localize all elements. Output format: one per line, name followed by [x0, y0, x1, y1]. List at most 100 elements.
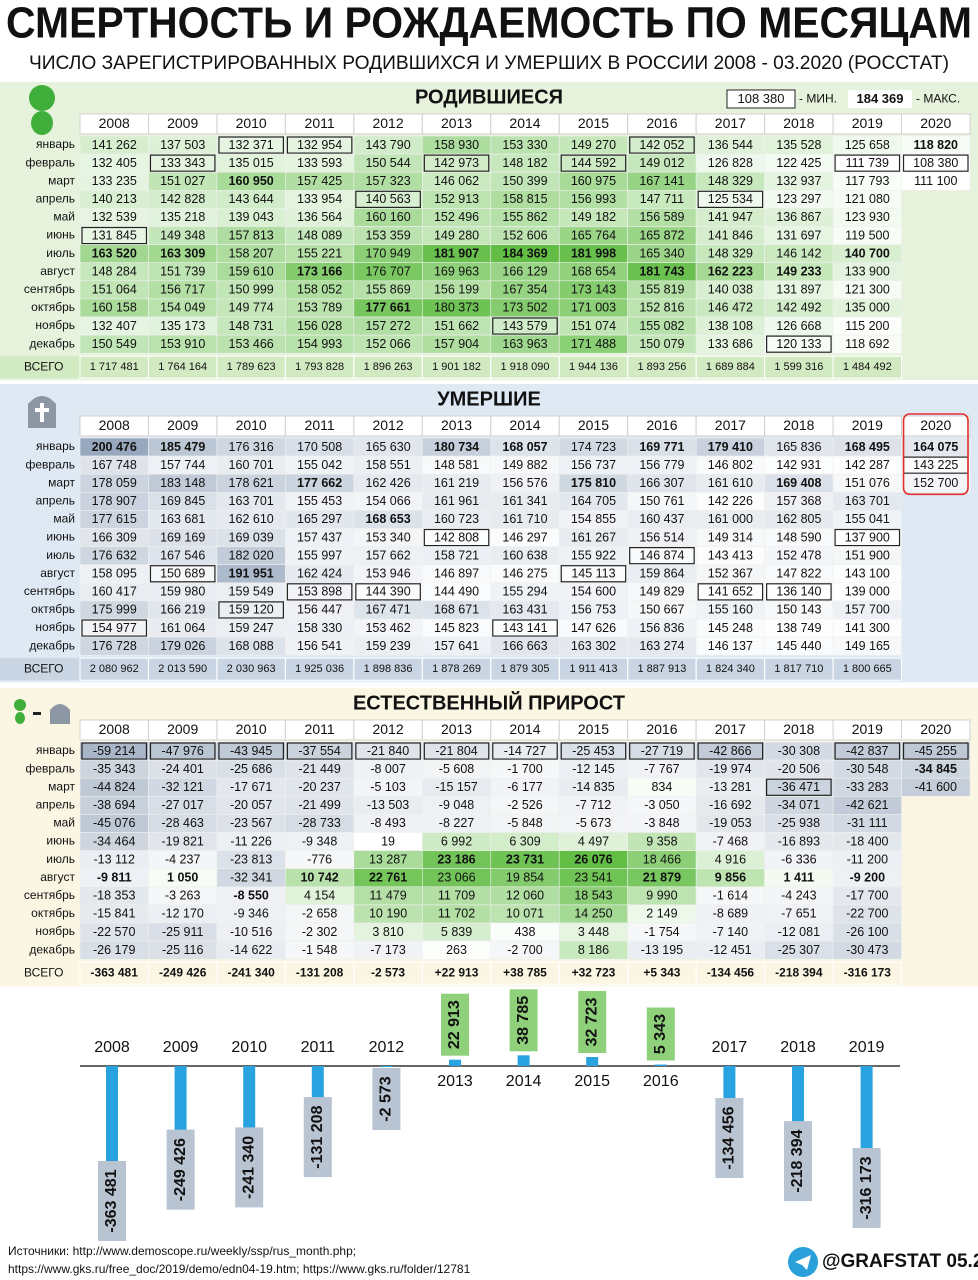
year-label: 2008	[99, 721, 130, 737]
cell-value: -27 719	[641, 744, 683, 758]
cell-value: 154 977	[92, 621, 137, 635]
cell-value: 144 490	[434, 585, 479, 599]
cell-value: 145 823	[434, 621, 479, 635]
bar	[586, 1056, 599, 1066]
cell-value: 22 761	[369, 871, 407, 885]
cell-value: 144 390	[365, 585, 410, 599]
cell-value: -23 813	[230, 852, 272, 866]
cell-value: -36 471	[778, 780, 820, 794]
cell-value: -20 237	[298, 780, 340, 794]
month-label: май	[53, 816, 75, 830]
total-value: 2 030 963	[227, 663, 276, 675]
cell-value: -15 841	[93, 907, 135, 921]
year-label: 2014	[509, 721, 540, 737]
cell-value: 157 904	[434, 337, 479, 351]
cell-value: 4 154	[304, 889, 335, 903]
bar	[723, 1066, 736, 1103]
cell-value: 23 541	[574, 871, 612, 885]
cell-value: 163 274	[639, 639, 684, 653]
cell-value: 149 012	[639, 156, 684, 170]
cell-value: 149 314	[708, 530, 753, 544]
cell-value: -26 179	[93, 943, 135, 957]
cell-value: -12 145	[572, 762, 614, 776]
cell-value: 169 845	[160, 494, 205, 508]
cell-value: 150 549	[92, 337, 137, 351]
cell-value: -42 866	[709, 744, 751, 758]
baby-icon	[14, 699, 26, 711]
cell-value: -16 893	[778, 834, 820, 848]
total-value: +38 785	[503, 965, 547, 979]
cell-value: 167 354	[502, 283, 547, 297]
cell-value: 143 413	[708, 548, 753, 562]
cell-value: 135 015	[229, 156, 274, 170]
cell-value: 159 864	[639, 567, 684, 581]
min-box	[423, 742, 490, 760]
cell-value: -35 343	[93, 762, 135, 776]
category-label: 2016	[643, 1073, 679, 1090]
cell-value: -4 243	[781, 889, 816, 903]
cell-value: 177 615	[92, 512, 137, 526]
cell-value: 168 057	[502, 440, 547, 454]
year-label: 2012	[372, 417, 403, 433]
year-label: 2009	[167, 115, 198, 131]
cell-value: 151 900	[845, 548, 890, 562]
cell-value: 10 190	[369, 907, 407, 921]
year-label: 2010	[236, 417, 267, 433]
cell-value: 155 922	[571, 548, 616, 562]
year-cell	[901, 113, 971, 135]
cell-value: 157 641	[434, 639, 479, 653]
cell-value: 3 810	[372, 925, 403, 939]
cell-value: 154 855	[571, 512, 616, 526]
category-label: 2011	[301, 1039, 336, 1056]
cell-value: -4 237	[165, 852, 200, 866]
month-label: сентябрь	[24, 888, 75, 902]
cell-value: 146 874	[639, 548, 684, 562]
baby-icon	[15, 712, 25, 724]
cell-value: 157 368	[776, 494, 821, 508]
cell-value: 121 300	[845, 283, 890, 297]
cell-value: 171 488	[571, 337, 616, 351]
cell-value: 155 294	[502, 585, 547, 599]
cell-value: 3 448	[578, 925, 609, 939]
bar-label: -2 573	[378, 1076, 395, 1121]
cell-value: 182 020	[229, 548, 274, 562]
cell-value: 165 340	[639, 246, 684, 260]
cell-value: -18 400	[846, 834, 888, 848]
bar	[106, 1066, 118, 1166]
cell-value: 122 425	[776, 156, 821, 170]
cell-value: 176 632	[92, 548, 137, 562]
cell-value: 160 723	[434, 512, 479, 526]
cell-value: 155 160	[708, 603, 753, 617]
min-box	[355, 742, 421, 760]
cell-value: 146 897	[434, 567, 479, 581]
cell-value: 14 250	[574, 907, 612, 921]
cell-value: 155 862	[502, 210, 547, 224]
month-label: декабрь	[29, 942, 75, 956]
cell-value: -2 658	[302, 907, 337, 921]
cell-value: 10 071	[506, 907, 544, 921]
min-box	[355, 583, 421, 601]
min-box	[218, 601, 284, 619]
month-label: август	[40, 870, 75, 884]
cell-value: 169 408	[776, 476, 821, 490]
year-label: 2013	[441, 721, 472, 737]
cell-value: 160 160	[365, 210, 410, 224]
year-label: 2020	[920, 721, 951, 737]
total-value: 1 898 836	[364, 663, 413, 675]
cell-value: -30 548	[846, 762, 888, 776]
bar-label: -218 394	[789, 1129, 806, 1192]
month-label: август	[40, 264, 75, 278]
cell-value: -14 727	[504, 744, 546, 758]
cell-value: 150 544	[365, 156, 410, 170]
cell-value: 123 297	[776, 192, 821, 206]
cell-value: 149 348	[160, 228, 205, 242]
total-value: 1 764 164	[158, 361, 207, 373]
cell-value: 108 380	[913, 156, 958, 170]
cell-value: 141 947	[708, 210, 753, 224]
total-value: 1 887 913	[637, 663, 686, 675]
year-label: 2012	[372, 721, 403, 737]
cell-value: 263	[446, 943, 467, 957]
cell-value: -8 550	[233, 889, 268, 903]
cell-value: 145 248	[708, 621, 753, 635]
month-label: апрель	[36, 192, 75, 206]
